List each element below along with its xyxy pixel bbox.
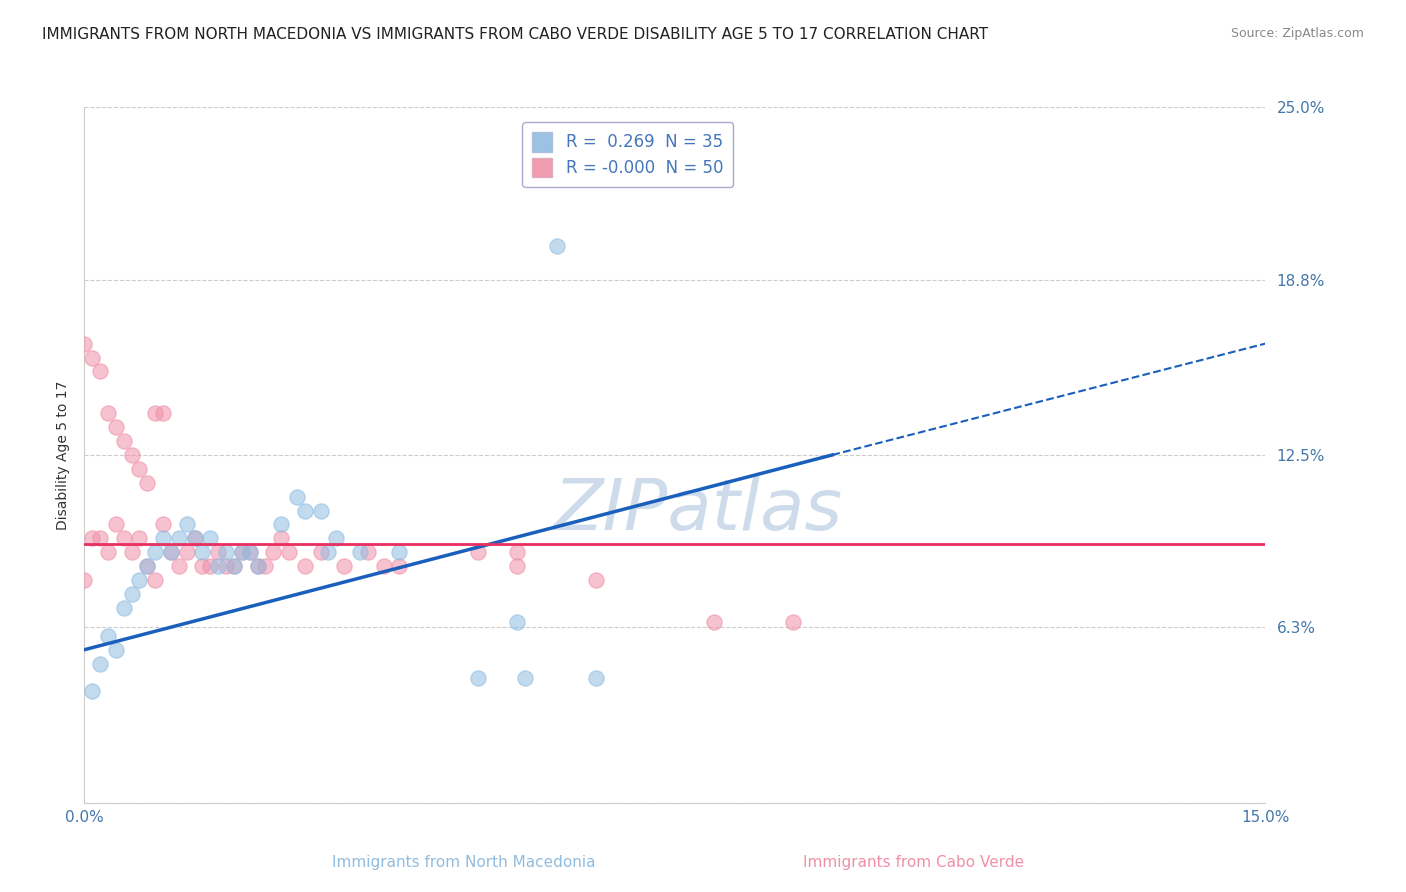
Point bbox=[73, 336, 96, 351]
Point bbox=[467, 671, 489, 685]
Point bbox=[73, 573, 96, 587]
Point bbox=[325, 532, 347, 546]
Point bbox=[246, 559, 269, 574]
Point bbox=[128, 532, 150, 546]
Point bbox=[112, 532, 135, 546]
Point bbox=[222, 559, 245, 574]
Point bbox=[160, 545, 183, 559]
Point bbox=[278, 545, 301, 559]
Point bbox=[152, 406, 174, 420]
Point bbox=[82, 351, 104, 365]
Point bbox=[215, 545, 238, 559]
Point bbox=[128, 462, 150, 476]
Point bbox=[515, 671, 537, 685]
Point bbox=[89, 364, 111, 378]
Point bbox=[782, 615, 804, 629]
Point bbox=[222, 559, 245, 574]
Point bbox=[207, 559, 229, 574]
Point bbox=[333, 559, 356, 574]
Point bbox=[143, 406, 166, 420]
Point bbox=[309, 503, 332, 517]
Point bbox=[82, 684, 104, 698]
Point bbox=[104, 517, 127, 532]
Text: IMMIGRANTS FROM NORTH MACEDONIA VS IMMIGRANTS FROM CABO VERDE DISABILITY AGE 5 T: IMMIGRANTS FROM NORTH MACEDONIA VS IMMIG… bbox=[42, 27, 988, 42]
Point bbox=[349, 545, 371, 559]
Point bbox=[143, 573, 166, 587]
Point bbox=[318, 545, 340, 559]
Text: Immigrants from Cabo Verde: Immigrants from Cabo Verde bbox=[803, 855, 1025, 870]
Point bbox=[97, 629, 120, 643]
Point bbox=[388, 545, 411, 559]
Point bbox=[104, 642, 127, 657]
Point bbox=[231, 545, 253, 559]
Point bbox=[160, 545, 183, 559]
Point bbox=[200, 559, 222, 574]
Point bbox=[388, 559, 411, 574]
Point bbox=[270, 532, 292, 546]
Point bbox=[200, 532, 222, 546]
Point bbox=[246, 559, 269, 574]
Point bbox=[121, 587, 143, 601]
Point bbox=[467, 545, 489, 559]
Point bbox=[254, 559, 277, 574]
Point bbox=[121, 545, 143, 559]
Point bbox=[176, 517, 198, 532]
Point bbox=[239, 545, 262, 559]
Point bbox=[183, 532, 205, 546]
Point bbox=[121, 448, 143, 462]
Point bbox=[97, 545, 120, 559]
Point bbox=[167, 532, 190, 546]
Text: Source: ZipAtlas.com: Source: ZipAtlas.com bbox=[1230, 27, 1364, 40]
Point bbox=[270, 517, 292, 532]
Point bbox=[136, 559, 159, 574]
Point bbox=[112, 434, 135, 448]
Point bbox=[585, 573, 607, 587]
Point bbox=[262, 545, 284, 559]
Point bbox=[152, 532, 174, 546]
Legend: R =  0.269  N = 35, R = -0.000  N = 50: R = 0.269 N = 35, R = -0.000 N = 50 bbox=[522, 122, 733, 187]
Point bbox=[112, 601, 135, 615]
Point bbox=[82, 532, 104, 546]
Point bbox=[506, 559, 529, 574]
Point bbox=[207, 545, 229, 559]
Point bbox=[191, 545, 214, 559]
Point bbox=[128, 573, 150, 587]
Point bbox=[294, 503, 316, 517]
Point bbox=[309, 545, 332, 559]
Point bbox=[231, 545, 253, 559]
Text: Immigrants from North Macedonia: Immigrants from North Macedonia bbox=[332, 855, 596, 870]
Point bbox=[167, 559, 190, 574]
Point bbox=[143, 545, 166, 559]
Point bbox=[104, 420, 127, 434]
Point bbox=[373, 559, 395, 574]
Point bbox=[285, 490, 308, 504]
Point bbox=[357, 545, 380, 559]
Point bbox=[703, 615, 725, 629]
Point bbox=[585, 671, 607, 685]
Point bbox=[176, 545, 198, 559]
Text: ZIPatlas: ZIPatlas bbox=[554, 476, 844, 545]
Point bbox=[191, 559, 214, 574]
Point bbox=[89, 532, 111, 546]
Point bbox=[152, 517, 174, 532]
Point bbox=[506, 545, 529, 559]
Point bbox=[546, 239, 568, 253]
Point bbox=[294, 559, 316, 574]
Point bbox=[506, 615, 529, 629]
Point bbox=[183, 532, 205, 546]
Point bbox=[215, 559, 238, 574]
Point bbox=[97, 406, 120, 420]
Point bbox=[136, 475, 159, 490]
Y-axis label: Disability Age 5 to 17: Disability Age 5 to 17 bbox=[56, 380, 70, 530]
Point bbox=[89, 657, 111, 671]
Point bbox=[136, 559, 159, 574]
Point bbox=[239, 545, 262, 559]
